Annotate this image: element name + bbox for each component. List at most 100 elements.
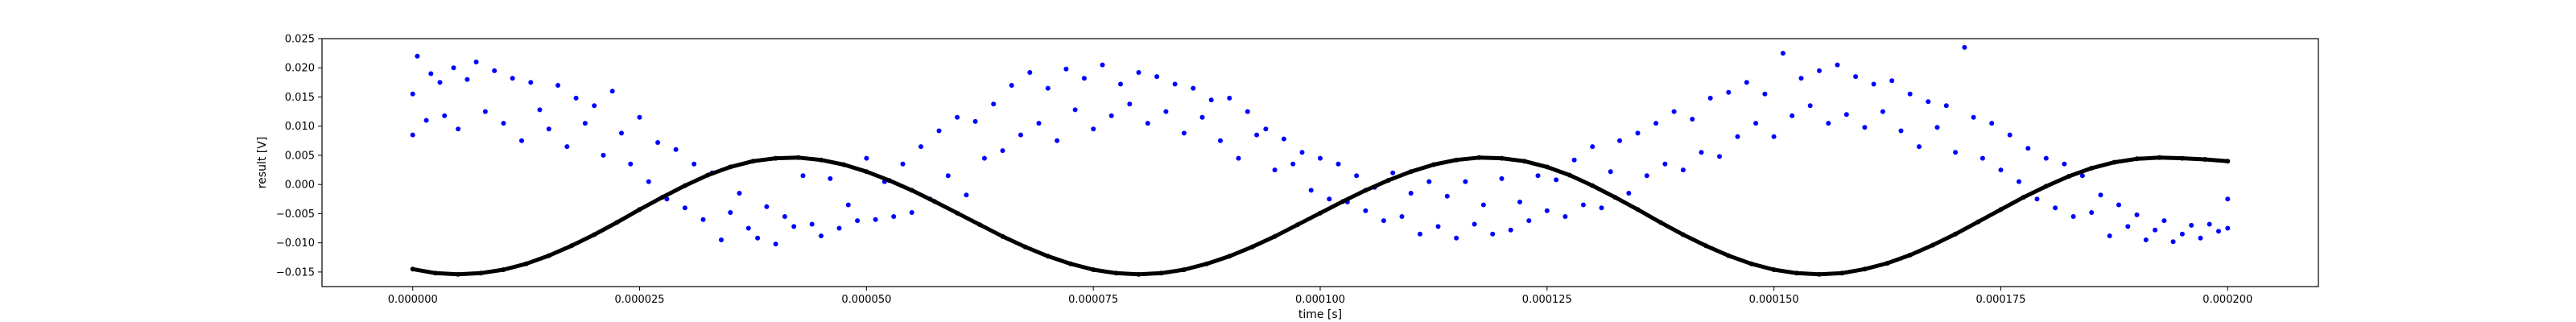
- x-tick-label: 0.000025: [615, 294, 665, 306]
- data-point: [1885, 261, 1890, 266]
- data-point: [2125, 224, 2131, 229]
- data-point: [1735, 134, 1740, 139]
- data-point: [800, 173, 806, 179]
- data-point: [1208, 97, 1214, 103]
- plot-background: [322, 39, 2318, 287]
- data-point: [755, 235, 761, 241]
- data-point: [2157, 155, 2162, 160]
- data-point: [819, 157, 824, 163]
- data-point: [1430, 162, 1436, 167]
- data-point: [1612, 195, 1618, 200]
- x-tick-label: 0.000075: [1068, 294, 1118, 306]
- data-point: [437, 80, 443, 85]
- data-point: [2062, 161, 2067, 167]
- data-point: [1544, 164, 1550, 170]
- data-point: [1454, 235, 1459, 241]
- data-point: [1657, 220, 1663, 225]
- data-point: [1318, 210, 1323, 216]
- data-point: [1000, 148, 1005, 154]
- data-point: [2225, 225, 2231, 231]
- data-point: [1526, 218, 1532, 224]
- data-point: [1009, 83, 1014, 88]
- data-point: [546, 126, 551, 132]
- data-point: [2225, 159, 2231, 164]
- data-point: [719, 237, 724, 242]
- data-point: [1272, 167, 1278, 173]
- y-tick-label: 0.000: [285, 180, 315, 192]
- data-point: [456, 271, 461, 277]
- data-point: [1843, 112, 1849, 118]
- data-point: [673, 147, 679, 152]
- data-point: [909, 188, 914, 193]
- data-point: [1294, 222, 1300, 228]
- data-point: [2089, 210, 2095, 215]
- data-point: [2043, 184, 2049, 189]
- data-point: [1145, 121, 1150, 126]
- data-point: [478, 270, 484, 276]
- data-point: [1989, 121, 1995, 126]
- data-point: [900, 161, 906, 167]
- data-point: [1136, 70, 1141, 75]
- data-point: [1418, 231, 1422, 237]
- y-axis: −0.015 −0.010 −0.005 0.000 0.005 0.010 0.015 0.…: [276, 34, 322, 279]
- data-point: [1699, 150, 1704, 155]
- data-point: [1408, 169, 1414, 175]
- data-point: [836, 225, 842, 231]
- data-point: [1680, 232, 1686, 237]
- data-point: [931, 199, 937, 204]
- data-point: [1907, 91, 1913, 97]
- data-point: [2161, 218, 2167, 224]
- data-point: [1108, 113, 1114, 118]
- data-point: [2179, 231, 2185, 237]
- data-point: [456, 126, 461, 132]
- data-point: [637, 207, 642, 213]
- data-point: [1521, 159, 1527, 164]
- data-point: [2066, 174, 2071, 179]
- data-point: [1971, 114, 1976, 120]
- data-point: [1726, 253, 1732, 258]
- data-point: [2070, 214, 2076, 219]
- data-point: [582, 121, 588, 126]
- data-point: [728, 210, 733, 215]
- data-point: [1748, 261, 1754, 266]
- data-point: [2098, 192, 2103, 198]
- data-point: [1476, 155, 1482, 160]
- data-point: [451, 65, 456, 71]
- data-point: [1290, 161, 1296, 167]
- data-point: [1889, 78, 1895, 84]
- x-tick-label: 0.000175: [1975, 294, 2025, 306]
- x-tick-label: 0.000125: [1522, 294, 1572, 306]
- x-axis: 0.000000 0.000025 0.000050 0.000075 0.000100…: [388, 287, 2252, 306]
- data-point: [523, 261, 529, 266]
- data-point: [773, 155, 778, 161]
- data-point: [1363, 188, 1368, 193]
- data-point: [1934, 125, 1940, 130]
- data-point: [1063, 66, 1069, 72]
- data-point: [473, 60, 479, 64]
- data-point: [1544, 208, 1550, 213]
- data-point: [782, 214, 787, 219]
- data-point: [573, 95, 579, 101]
- data-point: [2053, 205, 2058, 211]
- data-point: [1036, 121, 1042, 126]
- data-point: [1680, 167, 1686, 173]
- data-point: [555, 83, 561, 88]
- data-point: [2134, 156, 2140, 162]
- data-point: [1263, 126, 1269, 132]
- data-point: [601, 152, 606, 158]
- data-point: [528, 80, 534, 85]
- data-point: [1181, 130, 1187, 136]
- data-point: [1635, 130, 1641, 136]
- data-point: [1644, 173, 1649, 179]
- data-point: [1943, 103, 1949, 109]
- data-point: [1000, 233, 1005, 239]
- data-point: [1880, 109, 1885, 114]
- data-point: [2225, 196, 2231, 202]
- data-point: [464, 76, 470, 82]
- data-point: [546, 253, 551, 258]
- data-point: [1181, 267, 1187, 272]
- data-point: [750, 159, 756, 164]
- data-point: [1835, 62, 1840, 68]
- x-tick-label: 0.000150: [1749, 294, 1799, 306]
- data-point: [1272, 233, 1278, 239]
